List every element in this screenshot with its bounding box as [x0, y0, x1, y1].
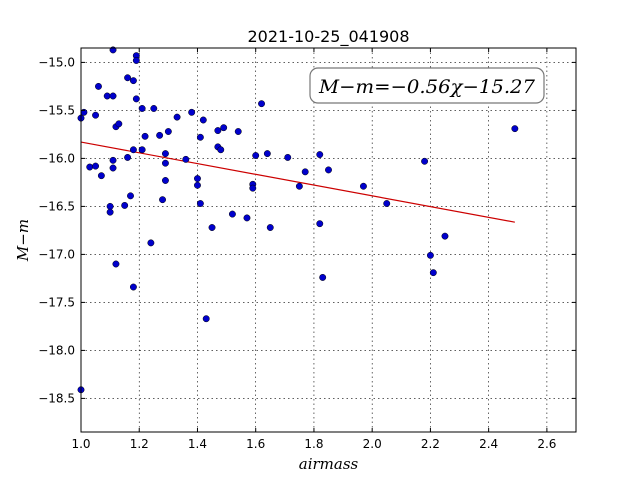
data-point — [109, 156, 117, 164]
data-point — [284, 153, 292, 161]
data-point — [92, 111, 100, 119]
data-point — [161, 159, 169, 167]
data-point — [103, 92, 111, 100]
data-point — [220, 124, 228, 132]
data-point — [316, 151, 324, 159]
data-point — [194, 175, 201, 183]
data-point — [92, 162, 100, 170]
data-point — [214, 127, 222, 135]
axis-ticks-layer: 1.0 1.2 1.4 1.6 1.8 2.0 2.2 2.4 2.6 −15.0 −15.5 −16… — [38, 48, 576, 451]
data-point — [112, 260, 120, 268]
data-point — [426, 251, 434, 259]
data-point — [106, 208, 114, 216]
y-tick-label: −17.0 — [38, 247, 75, 261]
data-point — [127, 192, 134, 200]
data-point — [129, 146, 137, 154]
data-point — [132, 95, 140, 103]
x-tick-label: 1.4 — [188, 437, 207, 451]
fit-line — [80, 141, 515, 223]
data-point — [421, 157, 429, 165]
data-point — [266, 224, 274, 231]
data-point — [129, 283, 137, 291]
grid-lines — [80, 48, 576, 432]
data-point — [86, 163, 94, 171]
y-axis-label: M−m — [14, 219, 32, 262]
data-point — [141, 132, 149, 140]
data-point — [150, 105, 158, 112]
fit-equation-text: M−m=−0.56χ−15.27 — [318, 76, 536, 98]
data-point — [161, 150, 169, 158]
data-point — [217, 146, 225, 154]
data-point — [115, 120, 123, 128]
data-point — [124, 74, 132, 82]
x-axis-label: airmass — [299, 455, 359, 473]
data-point — [109, 164, 117, 172]
data-point — [124, 153, 132, 161]
x-tick-label: 1.6 — [246, 437, 265, 451]
x-tick-label: 2.4 — [479, 437, 498, 451]
data-point — [429, 269, 437, 277]
data-point — [325, 166, 332, 174]
data-point — [208, 224, 216, 231]
data-point — [129, 77, 137, 85]
data-point — [316, 220, 324, 228]
x-tick-label: 1.2 — [130, 437, 149, 451]
x-tick-label: 1.8 — [304, 437, 323, 451]
data-point — [243, 214, 251, 222]
data-point — [161, 177, 169, 184]
data-point — [109, 92, 117, 100]
fit-line-layer — [80, 141, 515, 223]
data-point — [173, 113, 181, 121]
data-points-layer — [77, 46, 519, 394]
data-point — [249, 184, 257, 192]
y-tick-label: −16.0 — [38, 151, 75, 165]
data-point — [234, 128, 242, 135]
x-tick-label: 2.2 — [421, 437, 440, 451]
data-point — [202, 315, 210, 323]
x-tick-label: 2.6 — [537, 437, 556, 451]
y-tick-label: −18.0 — [38, 343, 75, 357]
data-point — [196, 133, 204, 141]
data-point — [228, 210, 236, 218]
y-tick-label: −15.5 — [38, 103, 75, 117]
data-point — [121, 201, 129, 209]
data-point — [258, 100, 265, 108]
data-point — [295, 182, 303, 190]
x-tick-label: 1.0 — [71, 437, 90, 451]
data-point — [252, 152, 260, 159]
chart-title: 2021-10-25_041908 — [247, 27, 409, 47]
data-point — [156, 131, 164, 139]
data-point — [301, 168, 309, 176]
fit-equation-legend: M−m=−0.56χ−15.27 — [309, 67, 545, 104]
data-point — [182, 155, 190, 163]
data-point — [164, 128, 172, 135]
data-point — [441, 232, 449, 240]
data-point — [359, 182, 367, 190]
data-point — [147, 239, 155, 247]
data-point — [138, 146, 146, 154]
data-point — [95, 82, 102, 90]
data-point — [263, 150, 271, 158]
data-point — [188, 108, 196, 116]
data-point — [132, 57, 140, 64]
data-point — [138, 105, 146, 112]
x-tick-label: 2.0 — [363, 437, 382, 451]
data-point — [196, 200, 204, 207]
data-point — [511, 125, 519, 133]
data-point — [106, 202, 114, 210]
legend-box — [309, 67, 545, 104]
plot-frame — [80, 47, 577, 433]
y-tick-label: −18.5 — [38, 391, 75, 405]
data-point — [194, 181, 201, 189]
data-point — [199, 116, 207, 124]
data-point — [383, 200, 391, 207]
y-tick-label: −17.5 — [38, 295, 75, 309]
y-tick-label: −15.0 — [38, 55, 75, 69]
data-point — [159, 196, 166, 204]
y-tick-label: −16.5 — [38, 199, 75, 213]
data-point — [319, 273, 327, 281]
data-point — [97, 172, 105, 180]
